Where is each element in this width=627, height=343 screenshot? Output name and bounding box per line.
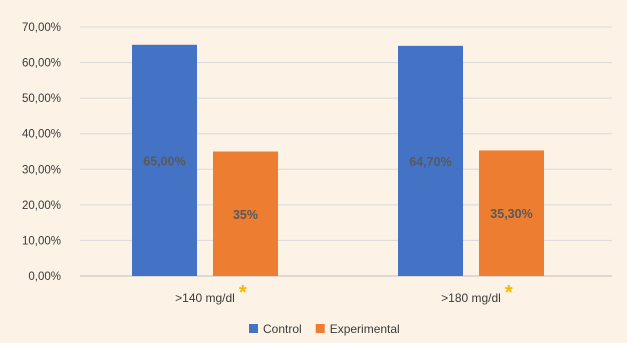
bars — [132, 44, 544, 277]
y-axis-ticks: 0,00% 10,00% 20,00% 30,00% 40,00% 50,00% 60,00… — [22, 22, 61, 283]
x-category-label: >180 mg/dl — [441, 291, 501, 305]
y-tick-label: 50,00% — [22, 93, 61, 105]
y-tick-label: 70,00% — [22, 22, 61, 34]
data-label-control-1: 65,00% — [143, 154, 185, 168]
data-label-experimental-1: 35% — [233, 208, 258, 222]
x-axis-categories: >140 mg/dl * >180 mg/dl * — [175, 282, 513, 305]
y-tick-label: 20,00% — [22, 200, 61, 212]
y-tick-label: 40,00% — [22, 129, 61, 141]
bar-experimental-1 — [213, 151, 278, 276]
significance-asterisk: * — [239, 282, 247, 304]
legend-swatch-experimental — [315, 324, 325, 333]
legend-label-experimental: Experimental — [330, 322, 400, 336]
bar-control-2 — [398, 45, 463, 276]
data-labels: 65,00% 35% 64,70% 35,30% — [143, 154, 532, 221]
y-tick-label: 30,00% — [22, 164, 61, 176]
y-tick-label: 60,00% — [22, 58, 61, 70]
legend-label-control: Control — [263, 322, 302, 336]
data-label-control-2: 64,70% — [409, 155, 451, 169]
significance-asterisk: * — [505, 282, 513, 304]
x-category-label: >140 mg/dl — [175, 291, 235, 305]
legend: Control Experimental — [249, 322, 400, 336]
bar-experimental-2 — [479, 150, 544, 276]
bar-control-1 — [132, 44, 197, 277]
y-tick-label: 10,00% — [22, 235, 61, 247]
data-label-experimental-2: 35,30% — [490, 207, 532, 221]
y-tick-label: 0,00% — [28, 271, 61, 283]
legend-swatch-control — [249, 324, 258, 333]
